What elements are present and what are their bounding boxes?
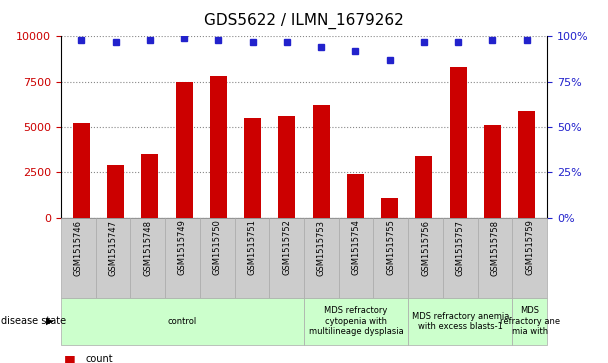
Text: disease state: disease state <box>1 316 66 326</box>
Bar <box>278 116 295 218</box>
Text: MDS refractory anemia
with excess blasts-1: MDS refractory anemia with excess blasts… <box>412 311 509 331</box>
Text: GSM1515753: GSM1515753 <box>317 220 326 276</box>
Text: MDS
refractory ane
mia with: MDS refractory ane mia with <box>500 306 560 336</box>
Bar <box>244 118 261 218</box>
Text: GSM1515750: GSM1515750 <box>213 220 222 276</box>
Text: GSM1515757: GSM1515757 <box>456 220 465 276</box>
Text: GSM1515746: GSM1515746 <box>74 220 83 276</box>
Text: ■: ■ <box>64 353 75 363</box>
Bar <box>141 154 159 218</box>
Bar <box>484 125 501 218</box>
Bar <box>210 76 227 218</box>
Bar <box>107 165 124 218</box>
Bar <box>381 198 398 218</box>
Text: MDS refractory
cytopenia with
multilineage dysplasia: MDS refractory cytopenia with multilinea… <box>309 306 404 336</box>
Text: GSM1515756: GSM1515756 <box>421 220 430 276</box>
Bar <box>73 123 90 218</box>
Text: GSM1515748: GSM1515748 <box>143 220 152 276</box>
Text: GSM1515755: GSM1515755 <box>386 220 395 276</box>
Text: GSM1515752: GSM1515752 <box>282 220 291 276</box>
Bar <box>176 82 193 218</box>
Text: GSM1515751: GSM1515751 <box>247 220 257 276</box>
Bar <box>313 105 330 218</box>
Text: GSM1515747: GSM1515747 <box>108 220 117 276</box>
Text: ▶: ▶ <box>46 316 54 326</box>
Bar <box>518 111 535 218</box>
Text: GDS5622 / ILMN_1679262: GDS5622 / ILMN_1679262 <box>204 13 404 29</box>
Bar <box>415 156 432 218</box>
Bar <box>449 67 467 218</box>
Text: GSM1515749: GSM1515749 <box>178 220 187 276</box>
Text: GSM1515754: GSM1515754 <box>351 220 361 276</box>
Text: GSM1515758: GSM1515758 <box>491 220 500 276</box>
Text: count: count <box>85 354 112 363</box>
Text: control: control <box>168 317 197 326</box>
Text: GSM1515759: GSM1515759 <box>525 220 534 276</box>
Bar <box>347 174 364 218</box>
